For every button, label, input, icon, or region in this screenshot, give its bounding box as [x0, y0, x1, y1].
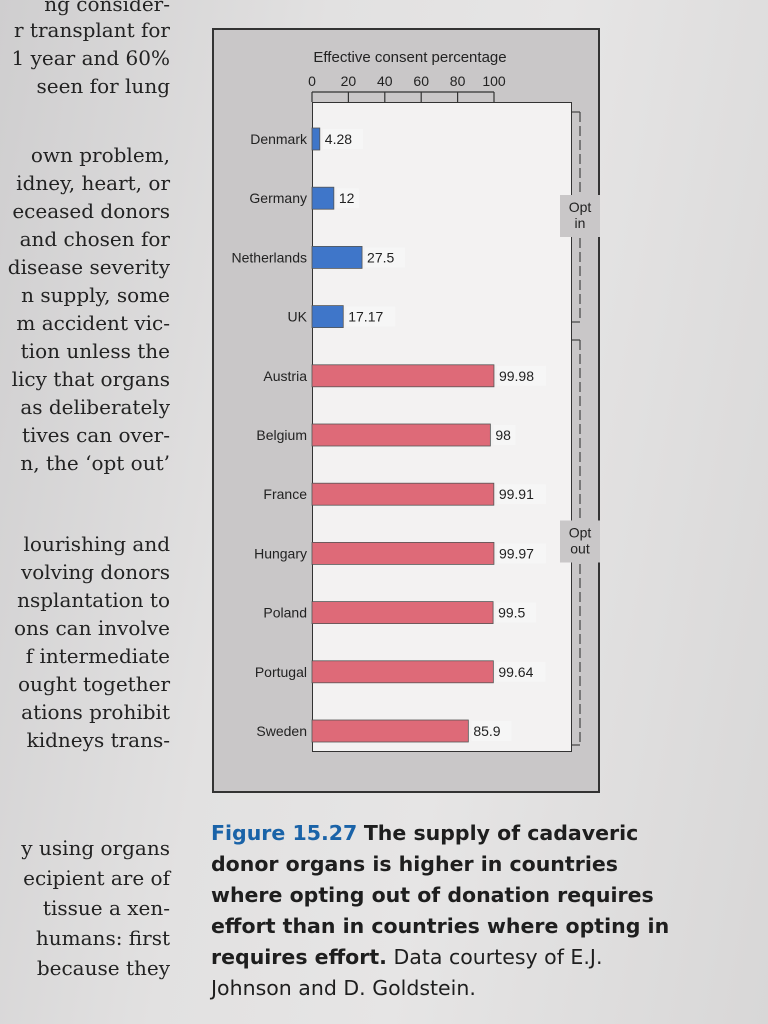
- value-label: 99.91: [499, 486, 534, 502]
- value-label-bg: [471, 721, 512, 741]
- body-text-line: n, the ‘opt out’: [20, 451, 170, 475]
- group-label: Opt out: [569, 525, 592, 557]
- value-label: 98: [495, 427, 511, 443]
- category-label: Netherlands: [232, 249, 308, 265]
- value-label-bg: [496, 484, 546, 505]
- category-label: Germany: [249, 190, 307, 206]
- figure-caption: Figure 15.27 The supply of cadaveric don…: [211, 818, 681, 1004]
- figure-credit: Data courtesy of E.J. Johnson and D. Gol…: [211, 945, 603, 1000]
- body-text-line: as deliberately: [20, 395, 170, 419]
- body-text-line: kidneys trans-: [26, 728, 170, 752]
- bar-portugal: [311, 660, 494, 684]
- body-text-line: eceased donors: [12, 199, 170, 223]
- group-label: Opt in: [569, 199, 592, 231]
- category-label: UK: [288, 309, 308, 325]
- body-text-line: f intermediate: [25, 644, 170, 668]
- body-text-line: r transplant for: [14, 18, 170, 42]
- bar-uk: [311, 305, 344, 329]
- group-label-bg: [560, 195, 600, 237]
- value-label: 4.28: [325, 131, 352, 147]
- value-label-bg: [496, 661, 546, 682]
- x-tick-label: 100: [482, 73, 506, 89]
- body-text-line: own problem,: [30, 143, 170, 167]
- body-text-line: seen for lung: [36, 74, 171, 98]
- value-label: 99.97: [499, 545, 534, 561]
- bar-germany: [311, 186, 335, 210]
- body-text-line: ng consider-: [44, 0, 170, 16]
- x-tick-label: 0: [308, 73, 316, 89]
- category-label: Denmark: [250, 131, 308, 147]
- value-label-bg: [496, 365, 546, 386]
- bar-netherlands: [311, 245, 363, 269]
- category-label: Portugal: [255, 664, 307, 680]
- body-text-line: m accident vic-: [16, 311, 170, 335]
- body-text-line: idney, heart, or: [16, 171, 170, 195]
- value-label-bg: [496, 602, 537, 623]
- category-label: Hungary: [254, 545, 307, 561]
- value-label-bg: [365, 247, 406, 268]
- category-label: Poland: [263, 605, 307, 621]
- body-text-line: 1 year and 60%: [11, 46, 170, 70]
- x-tick-label: 40: [377, 73, 393, 89]
- bar-poland: [311, 601, 494, 624]
- x-tick-label: 20: [341, 73, 357, 89]
- value-label-bg: [496, 543, 546, 564]
- figure-title: The supply of cadaveric donor organs is …: [211, 821, 670, 969]
- value-label-bg: [322, 129, 363, 149]
- group-label-bg: [560, 520, 600, 563]
- body-text-line: tissue a xen-: [42, 896, 170, 920]
- body-text-line: ought together: [17, 672, 170, 696]
- body-text-line: volving donors: [20, 560, 170, 584]
- category-label: Belgium: [256, 427, 307, 443]
- value-label-bg: [346, 306, 396, 327]
- body-text-line: humans: first: [35, 926, 170, 950]
- value-label: 17.17: [348, 309, 383, 325]
- value-label: 99.64: [498, 664, 533, 680]
- body-text-line: y using organs: [21, 836, 170, 860]
- bar-hungary: [311, 542, 495, 565]
- body-text-line: lourishing and: [23, 532, 170, 556]
- x-tick-label: 60: [413, 73, 429, 89]
- category-label: France: [263, 486, 307, 502]
- body-text-line: ons can involve: [13, 616, 170, 640]
- bar-austria: [311, 364, 495, 388]
- body-text-line: nsplantation to: [17, 588, 170, 612]
- category-label: Sweden: [256, 723, 307, 739]
- body-text-line: n supply, some: [21, 283, 170, 307]
- bar-sweden: [311, 719, 469, 743]
- axis-title: Effective consent percentage: [313, 49, 506, 66]
- body-text-line: tives can over-: [21, 423, 170, 447]
- body-text-line: because they: [36, 956, 170, 980]
- body-text-line: ations prohibit: [21, 700, 170, 724]
- body-text-line: tion unless the: [20, 339, 170, 363]
- bar-france: [311, 482, 495, 506]
- bar-denmark: [311, 127, 321, 151]
- value-label: 12: [339, 190, 355, 206]
- body-text-line: disease severity: [7, 255, 170, 279]
- value-label: 99.98: [499, 368, 534, 384]
- value-label: 27.5: [367, 249, 394, 265]
- body-text-line: and chosen for: [19, 227, 170, 251]
- body-text-line: licy that organs: [11, 367, 170, 391]
- figure-number: Figure 15.27: [211, 821, 358, 845]
- x-tick-label: 80: [450, 73, 466, 89]
- bar-belgium: [311, 423, 491, 447]
- body-text-line: ecipient are of: [23, 866, 170, 890]
- value-label: 99.5: [498, 605, 525, 621]
- value-label: 85.9: [473, 723, 500, 739]
- value-label-bg: [493, 425, 516, 445]
- value-label-bg: [336, 188, 359, 209]
- category-label: Austria: [263, 368, 307, 384]
